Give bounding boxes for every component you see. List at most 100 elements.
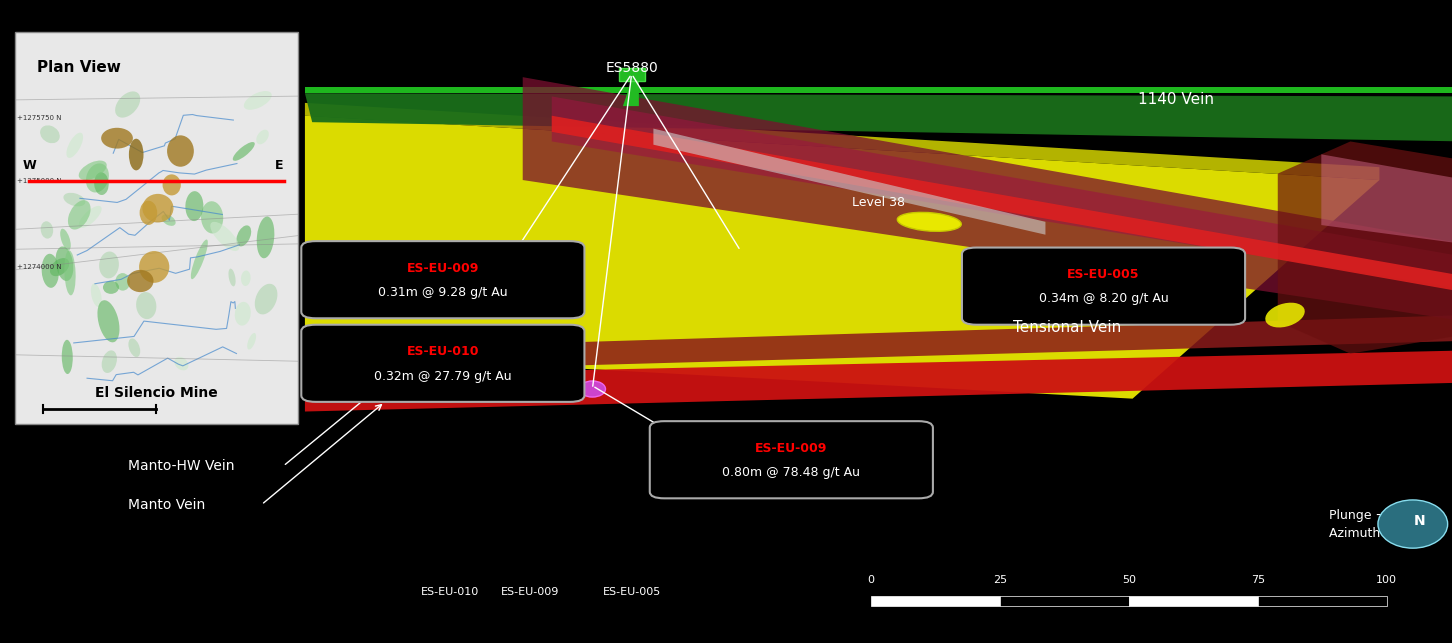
- Ellipse shape: [78, 206, 102, 228]
- Text: ES-EU-009: ES-EU-009: [755, 442, 828, 455]
- Ellipse shape: [241, 271, 251, 286]
- Text: 0.31m @ 9.28 g/t Au: 0.31m @ 9.28 g/t Au: [378, 286, 508, 299]
- Ellipse shape: [91, 284, 102, 307]
- FancyBboxPatch shape: [961, 248, 1244, 325]
- Ellipse shape: [163, 174, 182, 195]
- Ellipse shape: [579, 381, 605, 397]
- Ellipse shape: [237, 225, 251, 246]
- Ellipse shape: [115, 273, 131, 291]
- Bar: [1000, 596, 1128, 606]
- Ellipse shape: [86, 163, 109, 192]
- Ellipse shape: [41, 221, 54, 239]
- Text: +1275000 N: +1275000 N: [17, 178, 62, 184]
- Ellipse shape: [97, 300, 119, 342]
- Ellipse shape: [115, 91, 141, 118]
- Text: W: W: [23, 159, 36, 172]
- Polygon shape: [523, 77, 1452, 322]
- Text: 0.32m @ 27.79 g/t Au: 0.32m @ 27.79 g/t Au: [375, 370, 511, 383]
- Ellipse shape: [128, 270, 154, 292]
- Bar: [1130, 596, 1257, 606]
- Ellipse shape: [235, 302, 251, 325]
- Text: ES-EU-005: ES-EU-005: [1067, 268, 1140, 281]
- FancyBboxPatch shape: [619, 68, 645, 81]
- Ellipse shape: [94, 172, 109, 195]
- Text: ES-EU-010: ES-EU-010: [421, 586, 479, 597]
- Ellipse shape: [200, 201, 224, 233]
- Text: ES-EU-009: ES-EU-009: [407, 262, 479, 275]
- Text: +1274000 N: +1274000 N: [17, 264, 62, 271]
- Ellipse shape: [103, 281, 119, 294]
- Text: ES-EU-005: ES-EU-005: [603, 586, 661, 597]
- Polygon shape: [623, 80, 639, 106]
- Ellipse shape: [102, 350, 118, 373]
- Text: 25: 25: [993, 575, 1008, 585]
- Polygon shape: [305, 315, 1452, 373]
- Bar: [1257, 596, 1387, 606]
- Ellipse shape: [211, 222, 240, 251]
- Text: +1275750 N: +1275750 N: [17, 116, 62, 122]
- Text: ES-EU-009: ES-EU-009: [501, 586, 559, 597]
- Ellipse shape: [68, 200, 90, 230]
- Ellipse shape: [64, 250, 76, 295]
- FancyBboxPatch shape: [302, 241, 584, 318]
- Polygon shape: [552, 116, 1452, 293]
- Text: 0.80m @ 78.48 g/t Au: 0.80m @ 78.48 g/t Au: [722, 466, 861, 479]
- Ellipse shape: [254, 284, 277, 314]
- Ellipse shape: [174, 357, 189, 370]
- Ellipse shape: [99, 251, 119, 278]
- Polygon shape: [305, 350, 1452, 412]
- Ellipse shape: [139, 251, 170, 283]
- Text: Level 38: Level 38: [852, 196, 905, 209]
- Text: Plunge −22
Azimuth 213: Plunge −22 Azimuth 213: [1329, 509, 1407, 539]
- Text: 50: 50: [1122, 575, 1135, 585]
- FancyBboxPatch shape: [302, 325, 584, 402]
- Ellipse shape: [247, 333, 256, 350]
- Text: Tensional Vein: Tensional Vein: [1013, 320, 1121, 336]
- Ellipse shape: [136, 292, 157, 319]
- Ellipse shape: [161, 214, 176, 226]
- Ellipse shape: [1265, 303, 1305, 327]
- Polygon shape: [305, 116, 1379, 399]
- Ellipse shape: [78, 161, 107, 180]
- Text: Manto-HW Vein: Manto-HW Vein: [128, 459, 235, 473]
- Ellipse shape: [129, 139, 144, 170]
- Ellipse shape: [190, 239, 208, 279]
- Text: 75: 75: [1250, 575, 1265, 585]
- Ellipse shape: [228, 269, 235, 286]
- Polygon shape: [305, 103, 1379, 180]
- Text: 0: 0: [868, 575, 874, 585]
- Bar: [871, 596, 1000, 606]
- Ellipse shape: [142, 194, 173, 222]
- Text: Plan View: Plan View: [38, 60, 121, 75]
- Polygon shape: [653, 129, 1045, 235]
- Ellipse shape: [128, 338, 141, 357]
- Ellipse shape: [64, 193, 86, 206]
- Ellipse shape: [55, 246, 74, 281]
- Ellipse shape: [41, 125, 60, 143]
- Polygon shape: [1321, 154, 1452, 244]
- Ellipse shape: [139, 201, 157, 225]
- Ellipse shape: [232, 142, 254, 161]
- Ellipse shape: [42, 254, 60, 288]
- Ellipse shape: [102, 128, 134, 149]
- Text: Manto Vein: Manto Vein: [128, 498, 206, 512]
- Ellipse shape: [256, 130, 269, 144]
- Text: 1140 Vein: 1140 Vein: [1138, 92, 1214, 107]
- Ellipse shape: [257, 217, 274, 258]
- FancyBboxPatch shape: [15, 32, 298, 424]
- Polygon shape: [305, 93, 1452, 141]
- Polygon shape: [552, 96, 1452, 289]
- Ellipse shape: [897, 212, 961, 231]
- Ellipse shape: [49, 258, 70, 276]
- Ellipse shape: [167, 135, 195, 167]
- Ellipse shape: [60, 229, 71, 250]
- Ellipse shape: [186, 191, 203, 221]
- Text: 100: 100: [1376, 575, 1397, 585]
- Ellipse shape: [1378, 500, 1448, 548]
- Ellipse shape: [244, 91, 272, 110]
- Text: 0.34m @ 8.20 g/t Au: 0.34m @ 8.20 g/t Au: [1038, 293, 1169, 305]
- Text: ES5880: ES5880: [605, 60, 658, 75]
- FancyBboxPatch shape: [650, 421, 932, 498]
- Text: E: E: [274, 159, 283, 172]
- Text: El Silencio Mine: El Silencio Mine: [94, 386, 218, 400]
